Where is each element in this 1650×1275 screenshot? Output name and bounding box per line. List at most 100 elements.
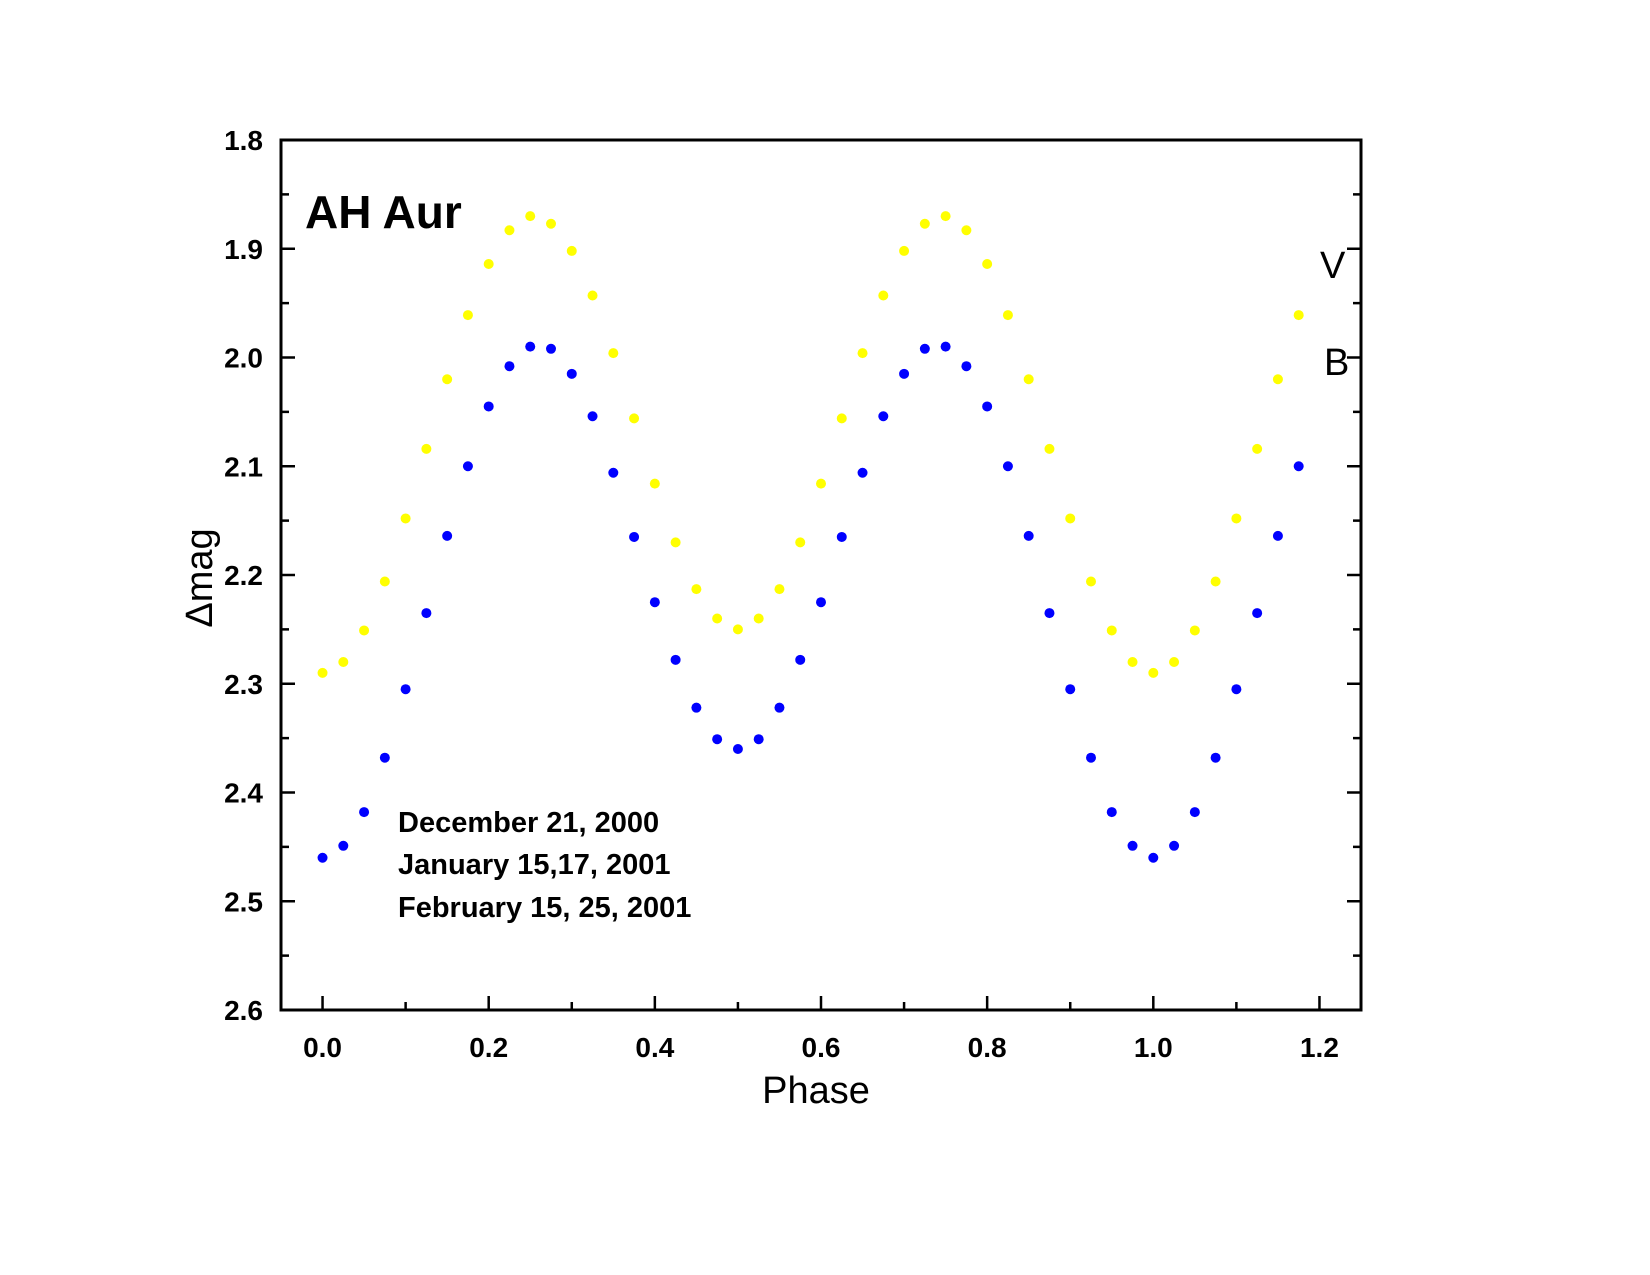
data-point-b	[359, 807, 370, 818]
x-tick-label: 1.2	[1300, 1032, 1339, 1063]
y-tick-label: 2.4	[224, 778, 263, 809]
data-point-v	[1272, 374, 1283, 385]
data-point-b	[400, 684, 411, 695]
data-point-b	[961, 361, 972, 372]
data-point-v	[1127, 657, 1138, 667]
data-point-v	[379, 576, 390, 587]
data-point-b	[338, 840, 349, 851]
data-point-v	[836, 413, 847, 424]
data-point-v	[608, 348, 619, 359]
data-point-b	[566, 368, 577, 379]
data-point-v	[546, 218, 556, 229]
data-point-v	[691, 584, 702, 595]
data-point-v	[1189, 625, 1200, 636]
data-point-v	[857, 348, 868, 359]
data-point-v	[1231, 513, 1242, 524]
x-tick-label: 0.0	[303, 1032, 342, 1063]
data-point-b	[753, 734, 764, 745]
y-tick-label: 1.9	[224, 234, 263, 265]
data-point-v	[483, 258, 494, 269]
data-point-b	[442, 530, 453, 541]
y-tick-label: 2.6	[224, 995, 263, 1026]
data-point-v	[649, 478, 660, 489]
data-point-v	[504, 225, 515, 236]
data-point-b	[317, 852, 328, 863]
data-point-b	[712, 734, 723, 745]
y-tick-label: 1.8	[224, 125, 263, 156]
data-point-v	[400, 513, 411, 524]
data-point-v	[1169, 657, 1180, 667]
data-point-v	[795, 537, 806, 548]
data-point-v	[753, 613, 764, 624]
data-point-v	[670, 537, 681, 548]
series-label-v: V	[1320, 245, 1346, 287]
data-point-b	[1252, 608, 1263, 619]
data-point-v	[1293, 310, 1304, 321]
data-point-b	[1002, 461, 1013, 472]
data-point-b	[1272, 530, 1283, 541]
data-point-v	[587, 290, 598, 301]
data-point-b	[732, 744, 743, 754]
data-point-b	[816, 597, 826, 608]
data-point-v	[1148, 667, 1159, 678]
data-point-b	[774, 702, 785, 713]
chart-title: AH Aur	[305, 186, 462, 238]
data-point-v	[919, 218, 930, 229]
data-point-b	[1086, 752, 1096, 763]
x-tick-label: 0.8	[968, 1032, 1007, 1063]
y-tick-label: 2.3	[224, 669, 263, 700]
data-point-v	[1002, 310, 1013, 321]
x-tick-label: 0.4	[635, 1032, 674, 1063]
data-point-v	[359, 625, 370, 636]
annotation-line-2: January 15,17, 2001	[398, 849, 670, 881]
data-point-b	[1148, 852, 1159, 863]
series-label-b: B	[1324, 342, 1349, 384]
data-point-b	[421, 608, 432, 619]
data-point-b	[1106, 807, 1117, 818]
data-point-v	[1252, 443, 1263, 454]
data-point-v	[816, 478, 826, 489]
data-point-v	[1210, 576, 1221, 587]
data-point-b	[1189, 807, 1200, 818]
data-point-b	[1023, 530, 1034, 541]
data-point-v	[1065, 513, 1076, 524]
data-point-b	[1231, 684, 1242, 695]
data-point-b	[940, 341, 951, 352]
data-point-v	[421, 443, 432, 454]
data-point-v	[732, 624, 743, 635]
data-point-b	[462, 461, 473, 472]
annotation-line-3: February 15, 25, 2001	[398, 892, 691, 924]
data-point-v	[712, 613, 723, 624]
data-point-b	[587, 411, 598, 422]
data-point-b	[483, 401, 494, 412]
annotation-line-1: December 21, 2000	[398, 807, 659, 839]
data-point-b	[1127, 840, 1138, 851]
data-point-b	[1044, 608, 1055, 619]
data-point-b	[857, 467, 868, 478]
data-point-b	[1210, 752, 1221, 763]
data-point-b	[504, 361, 515, 372]
x-tick-label: 1.0	[1134, 1032, 1173, 1063]
data-point-b	[691, 702, 702, 713]
data-point-v	[1044, 443, 1055, 454]
data-point-v	[338, 657, 349, 667]
data-point-b	[546, 343, 556, 354]
data-point-v	[878, 290, 889, 301]
data-point-b	[1169, 840, 1180, 851]
data-point-v	[317, 667, 328, 678]
data-point-v	[1023, 374, 1034, 385]
data-point-b	[1293, 461, 1304, 472]
data-point-v	[566, 245, 577, 256]
data-point-v	[1086, 576, 1096, 587]
data-point-b	[836, 531, 847, 542]
data-point-v	[982, 258, 993, 269]
data-point-v	[1106, 625, 1117, 636]
x-tick-label: 0.6	[802, 1032, 841, 1063]
data-point-b	[795, 654, 806, 665]
data-point-b	[670, 654, 681, 665]
data-point-v	[899, 245, 910, 256]
data-point-v	[442, 374, 453, 385]
data-point-v	[961, 225, 972, 236]
y-tick-label: 2.2	[224, 560, 263, 591]
